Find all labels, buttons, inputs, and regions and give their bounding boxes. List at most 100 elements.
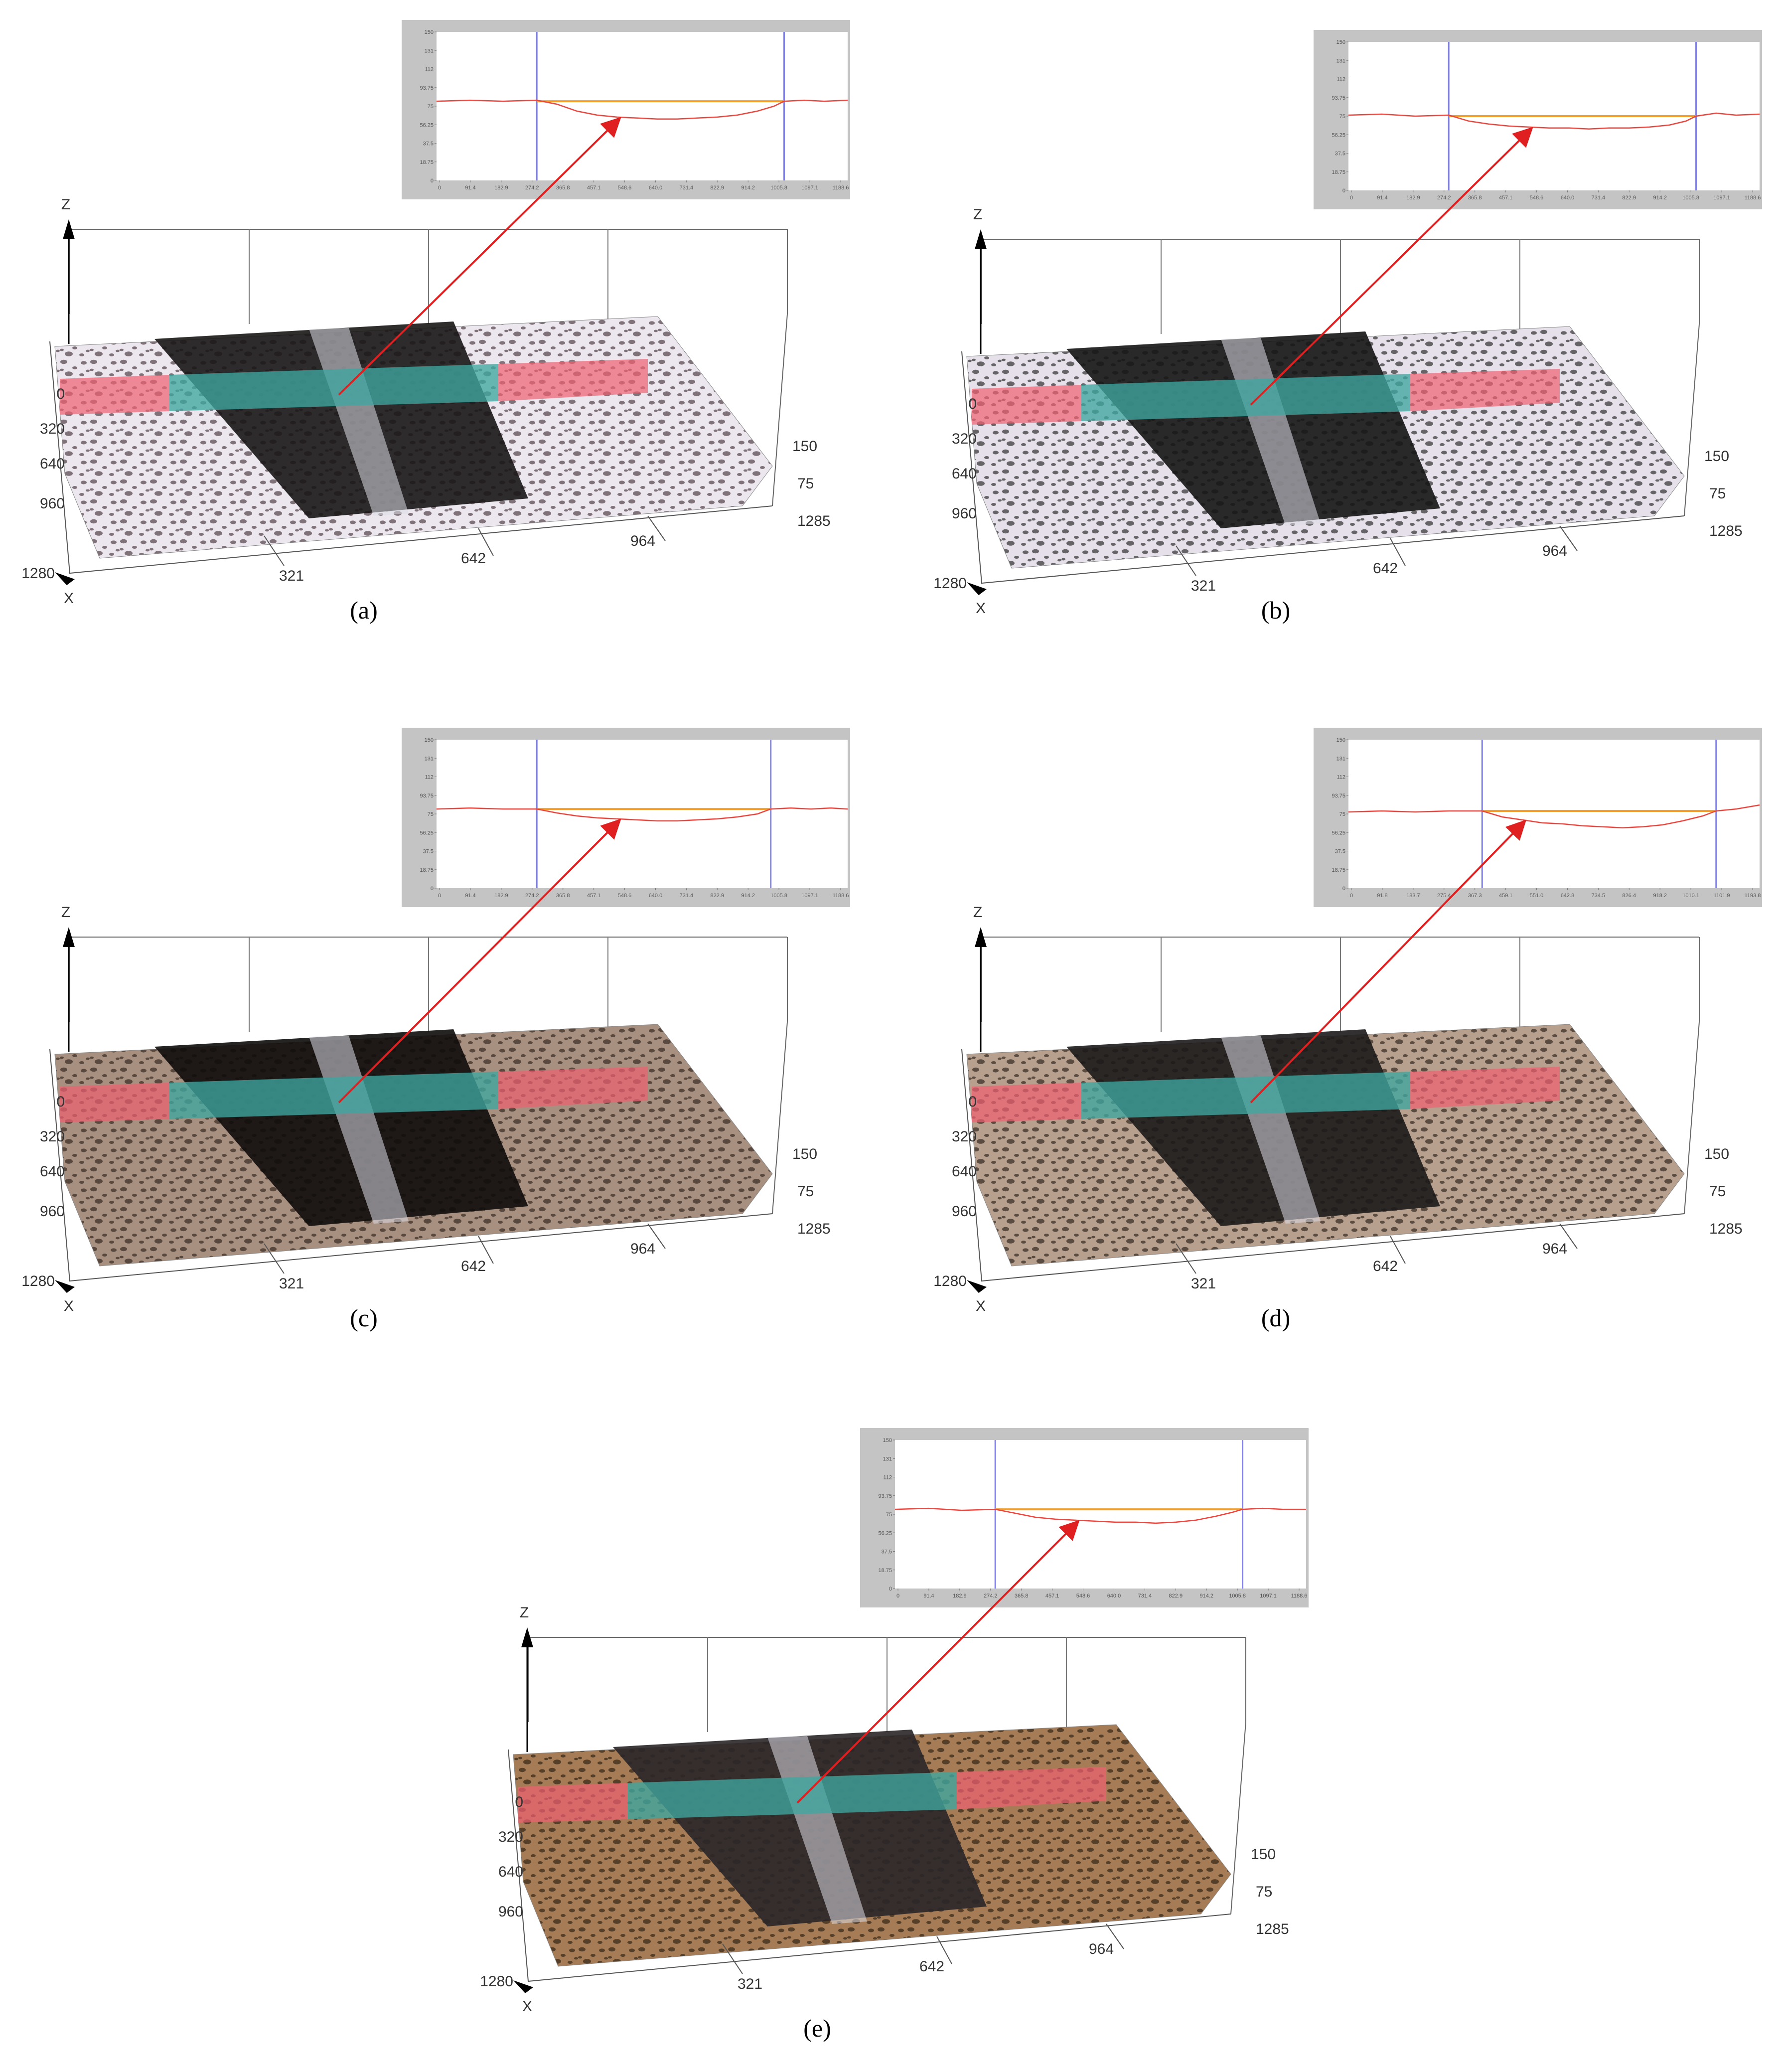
x-tick-label: 914.2 [741, 893, 755, 899]
y-tick-label: 93.75 [878, 1493, 892, 1499]
panel-e: Z X 0 320 640 960 1280 321 642 964 1285 150 75 150 131… [480, 1428, 1309, 2015]
x-tick-label: 0 [56, 1094, 65, 1110]
x-tick-label: 275.4 [1437, 893, 1451, 899]
callout-arrow [1250, 127, 1533, 406]
x-tick-label: 548.6 [618, 893, 632, 899]
panel-d: Z X 0 320 640 960 1280 321 642 964 1285 150 75 150 131… [933, 728, 1762, 1314]
y-tick-label: 131 [1336, 756, 1345, 762]
x-tick-label: 457.1 [587, 185, 601, 191]
y-tick-label: 131 [425, 756, 434, 762]
x-axis-label: X [976, 1298, 986, 1314]
y-tick-label: 112 [425, 67, 434, 73]
panel-caption: (a) [350, 596, 378, 624]
profile-chart: 150 131 112 93.75 75 56.25 37.5 18.75 00 91.8 183.… [1314, 728, 1762, 907]
y-tick-label: 964 [1542, 543, 1567, 559]
profile-chart: 150 131 112 93.75 75 56.25 37.5 18.75 00 91.4 182.… [402, 20, 850, 199]
x-tick-label: 548.6 [1076, 1593, 1090, 1599]
x-tick-label: 274.2 [525, 893, 539, 899]
y-tick-label: 75 [1339, 811, 1345, 817]
measurement-band-outer [498, 1067, 648, 1109]
measurement-band-outer [957, 1767, 1106, 1809]
x-tick-label: 183.7 [1406, 893, 1420, 899]
x-tick-label: 274.2 [525, 185, 539, 191]
x-tick-label: 0 [515, 1794, 523, 1810]
x-tick-label: 1005.8 [770, 185, 787, 191]
x-tick-label: 822.9 [711, 893, 725, 899]
x-tick-label: 0 [1350, 195, 1353, 201]
y-tick-label: 131 [1336, 58, 1345, 64]
z-tick-label: 150 [792, 1146, 817, 1162]
y-tick-label: 18.75 [420, 159, 434, 165]
x-tick-label: 640 [40, 456, 65, 472]
x-tick-label: 91.4 [1377, 195, 1387, 201]
measurement-band-outer [972, 1083, 1081, 1122]
x-tick-label: 0 [56, 386, 65, 402]
y-tick-label: 1285 [797, 513, 831, 529]
chart-plot-area [1348, 740, 1760, 888]
z-tick-label: 75 [1709, 485, 1726, 502]
measurement-band-outer [498, 359, 648, 401]
measurement-band-wear [1081, 1072, 1410, 1119]
y-tick-label: 18.75 [878, 1568, 892, 1574]
y-tick-label: 75 [1339, 114, 1345, 120]
surface-plot-3d: Z X 0 320 640 960 1280 321 642 964 1285 150 75 [21, 904, 831, 1314]
y-tick-label: 56.25 [1332, 830, 1345, 836]
y-tick-label: 56.25 [420, 830, 434, 836]
x-tick-label: 1280 [933, 575, 967, 592]
x-tick-label: 457.1 [1045, 1593, 1059, 1599]
x-tick-label: 640.0 [649, 893, 663, 899]
y-tick-label: 964 [630, 533, 655, 549]
y-tick-label: 964 [1542, 1241, 1567, 1257]
x-tick-label: 640 [498, 1864, 523, 1880]
x-tick-label: 182.9 [494, 185, 508, 191]
x-tick-label: 1097.1 [801, 185, 818, 191]
z-tick-label: 75 [1256, 1884, 1272, 1900]
x-tick-label: 914.2 [1199, 1593, 1213, 1599]
x-tick-label: 960 [40, 495, 65, 512]
measurement-band-outer [1410, 1067, 1560, 1109]
x-tick-label: 457.1 [1499, 195, 1513, 201]
y-tick-label: 150 [425, 737, 434, 743]
x-tick-label: 0 [968, 1094, 977, 1110]
x-tick-label: 1097.1 [801, 893, 818, 899]
x-tick-label: 0 [1350, 893, 1353, 899]
x-tick-label: 1280 [933, 1273, 967, 1289]
y-tick-label: 112 [425, 775, 434, 781]
y-tick-label: 0 [1342, 886, 1345, 892]
y-tick-label: 321 [738, 1976, 762, 1992]
y-tick-label: 56.25 [878, 1530, 892, 1536]
callout-arrow [1250, 819, 1527, 1104]
x-tick-label: 731.4 [1138, 1593, 1152, 1599]
x-tick-label: 822.9 [1169, 1593, 1183, 1599]
surface-plot-3d: Z X 0 320 640 960 1280 321 642 964 1285 150 75 [480, 1604, 1289, 2015]
callout-arrow [338, 818, 621, 1104]
y-tick-label: 1285 [1256, 1921, 1289, 1937]
measurement-band-outer [60, 375, 169, 415]
y-tick-label: 37.5 [423, 141, 434, 147]
x-axis-label: X [976, 600, 986, 617]
y-tick-label: 56.25 [420, 122, 434, 128]
y-tick-label: 0 [1342, 188, 1345, 194]
y-tick-label: 75 [428, 811, 434, 817]
y-tick-label: 75 [886, 1512, 892, 1518]
y-tick-label: 18.75 [420, 867, 434, 873]
x-tick-label: 960 [952, 1203, 977, 1220]
x-tick-label: 548.6 [1530, 195, 1544, 201]
x-tick-label: 914.2 [1653, 195, 1667, 201]
z-axis-label: Z [973, 206, 982, 223]
panel-a: Z X 0 320 640 960 1280 321 642 964 1285 150 75 150 131… [21, 20, 850, 607]
y-tick-label: 321 [1191, 1275, 1216, 1292]
x-tick-label: 640.0 [1561, 195, 1575, 201]
x-tick-label: 1280 [21, 565, 55, 582]
x-tick-label: 457.1 [587, 893, 601, 899]
x-tick-label: 365.8 [556, 185, 570, 191]
y-tick-label: 37.5 [882, 1549, 892, 1555]
y-tick-label: 112 [883, 1475, 892, 1481]
x-tick-label: 731.4 [680, 893, 694, 899]
x-tick-label: 274.2 [1437, 195, 1451, 201]
y-tick-label: 93.75 [1332, 793, 1345, 799]
x-tick-label: 822.9 [711, 185, 725, 191]
y-tick-label: 150 [1336, 39, 1345, 45]
